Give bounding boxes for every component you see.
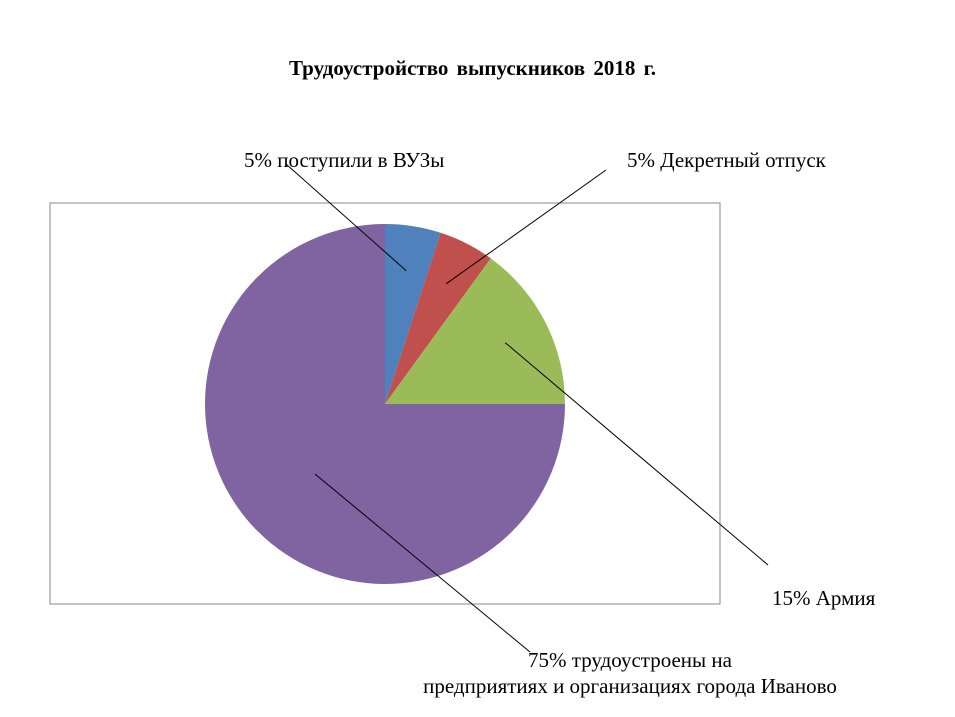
data-label-employed-line-1: 75% трудоустроены на — [528, 648, 732, 672]
data-label-maternity-leave: 5% Декретный отпуск — [627, 148, 826, 172]
data-label-vuz: 5% поступили в ВУЗы — [244, 148, 445, 172]
leader-line — [446, 169, 607, 285]
pie-slice-maternity-leave — [385, 232, 491, 404]
chart-title: Трудоустройство выпускников 2018 г. — [288, 56, 657, 80]
data-label-employed-line-2: предприятиях и организациях города Ивано… — [423, 674, 837, 698]
leader-line — [314, 473, 531, 653]
pie-slices — [205, 224, 565, 584]
data-label-employed: 75% трудоустроены на предприятиях и орга… — [330, 647, 930, 699]
leader-line — [285, 163, 407, 272]
leader-line — [504, 342, 769, 566]
pie-slice-employed — [205, 224, 565, 584]
data-label-army: 15% Армия — [772, 586, 876, 610]
pie-slice-vuz — [385, 224, 441, 404]
pie-slice-army — [385, 258, 565, 404]
plot-area-frame — [49, 202, 721, 605]
leader-lines — [285, 163, 769, 653]
